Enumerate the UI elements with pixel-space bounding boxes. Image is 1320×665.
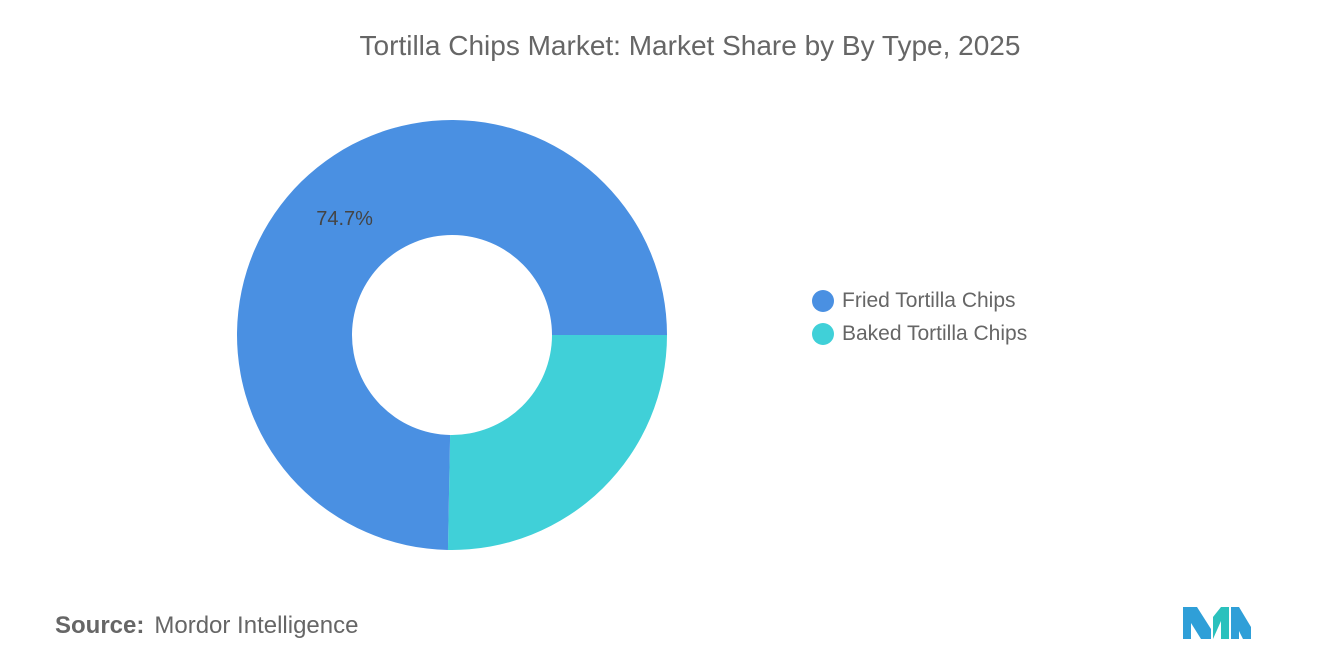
chart-legend: Fried Tortilla Chips Baked Tortilla Chip… bbox=[812, 284, 1027, 350]
legend-label-baked: Baked Tortilla Chips bbox=[842, 321, 1028, 345]
source-note: Source: Mordor Intelligence bbox=[55, 612, 358, 640]
source-value: Mordor Intelligence bbox=[154, 612, 359, 639]
chart-title: Tortilla Chips Market: Market Share by B… bbox=[359, 30, 1021, 61]
data-label-fried-tortilla-chips: 74.7% bbox=[316, 208, 373, 230]
mordor-intelligence-logo-icon bbox=[1183, 607, 1251, 639]
slice-fried-tortilla-chips bbox=[237, 119, 668, 550]
legend-swatch-baked bbox=[812, 322, 834, 345]
legend-swatch-fried bbox=[812, 289, 834, 312]
legend-item-fried: Fried Tortilla Chips bbox=[812, 284, 1027, 317]
source-label: Source: bbox=[55, 612, 145, 639]
legend-label-fried: Fried Tortilla Chips bbox=[842, 288, 1016, 312]
legend-item-baked: Baked Tortilla Chips bbox=[812, 317, 1027, 350]
slice-baked-tortilla-chips bbox=[447, 335, 667, 550]
